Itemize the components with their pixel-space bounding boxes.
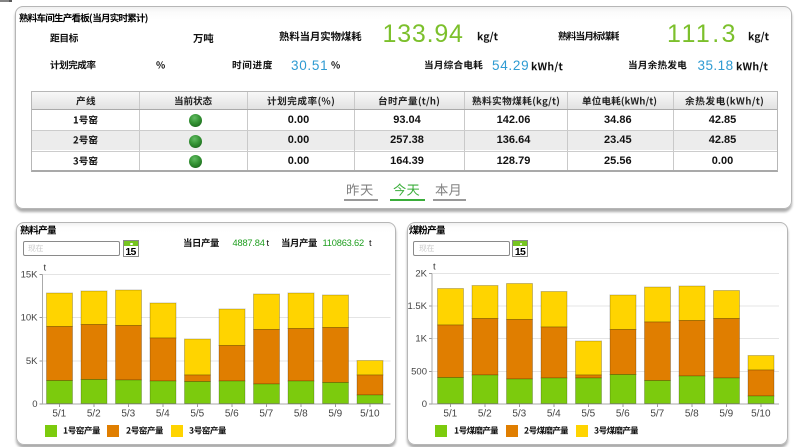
svg-text:t: t xyxy=(433,262,436,273)
svg-text:0: 0 xyxy=(422,399,427,410)
svg-text:5/10: 5/10 xyxy=(751,409,771,420)
svg-text:5/3: 5/3 xyxy=(121,409,135,420)
svg-text:5/6: 5/6 xyxy=(225,409,239,420)
svg-text:5/8: 5/8 xyxy=(685,409,699,420)
svg-text:5/7: 5/7 xyxy=(259,409,273,420)
svg-text:2K: 2K xyxy=(415,269,427,280)
svg-text:500: 500 xyxy=(411,366,427,377)
svg-text:5/4: 5/4 xyxy=(547,409,561,420)
svg-text:0: 0 xyxy=(32,399,37,410)
svg-text:1.5K: 1.5K xyxy=(408,301,428,312)
svg-text:5K: 5K xyxy=(26,356,38,367)
svg-text:5/2: 5/2 xyxy=(87,409,101,420)
svg-text:t: t xyxy=(44,263,47,274)
svg-text:5/8: 5/8 xyxy=(294,409,308,420)
svg-text:5/9: 5/9 xyxy=(719,409,733,420)
svg-text:5/5: 5/5 xyxy=(190,409,204,420)
svg-text:5/1: 5/1 xyxy=(443,409,457,420)
svg-text:5/10: 5/10 xyxy=(360,409,380,420)
svg-text:5/3: 5/3 xyxy=(512,409,526,420)
svg-text:15K: 15K xyxy=(21,270,39,281)
svg-text:5/5: 5/5 xyxy=(581,409,595,420)
svg-text:1K: 1K xyxy=(415,334,427,345)
svg-text:5/2: 5/2 xyxy=(478,409,492,420)
svg-text:5/6: 5/6 xyxy=(616,409,630,420)
svg-text:5/1: 5/1 xyxy=(52,409,66,420)
svg-text:5/7: 5/7 xyxy=(650,409,664,420)
svg-text:5/9: 5/9 xyxy=(328,409,342,420)
svg-text:10K: 10K xyxy=(21,313,39,324)
svg-text:5/4: 5/4 xyxy=(156,409,170,420)
